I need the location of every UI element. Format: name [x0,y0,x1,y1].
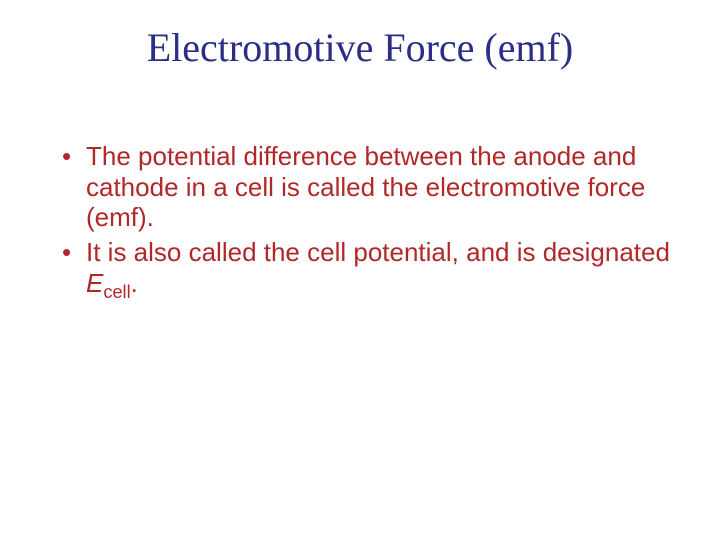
bullet-text-pre: It is also called the [86,237,307,267]
bullet-list: The potential difference between the ano… [50,141,670,298]
slide: Electromotive Force (emf) The potential … [0,0,720,540]
bullet-text-post: (emf). [86,202,154,232]
slide-title: Electromotive Force (emf) [50,24,670,71]
bullet-item: It is also called the cell potential, an… [58,237,670,298]
bullet-text-mid: , and is designated [452,237,670,267]
symbol-e: E [86,268,103,298]
bullet-term: cell potential [307,237,452,267]
symbol-subscript: cell [103,282,130,302]
bullet-item: The potential difference between the ano… [58,141,670,233]
bullet-term: electromotive force [426,172,646,202]
bullet-text-post: . [131,268,138,298]
